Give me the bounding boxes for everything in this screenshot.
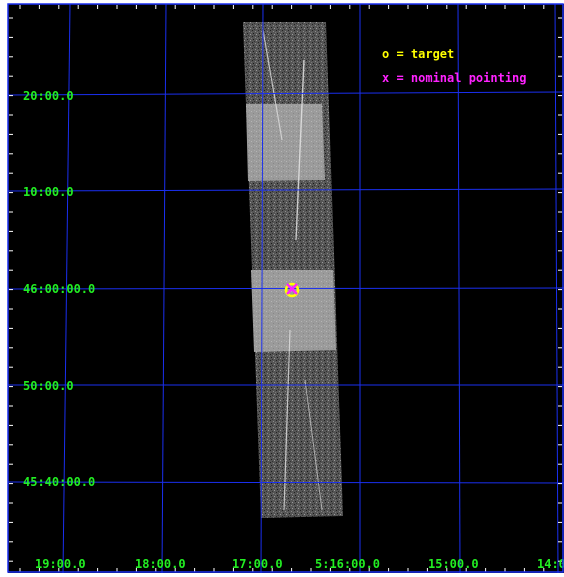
coordinate-grid [7,3,564,574]
ra-label: 19:00.0 [35,557,86,571]
pointing-marker [286,283,298,295]
grid-line-ra [260,3,264,574]
dec-axis-labels: 20:00.0 10:00.0 46:00:00.0 50:00.0 45:40… [23,89,95,489]
exposure-strip [243,22,343,518]
grid-line-dec [7,481,564,484]
dec-label: 20:00.0 [23,89,74,103]
ra-label: 14:0 [537,557,564,571]
dec-label: 45:40:00.0 [23,475,95,489]
grid-line-ra [554,3,559,574]
dec-label: 10:00.0 [23,185,74,199]
legend-target: o = target [382,47,454,61]
ra-axis-labels: 19:00.0 18:00.0 17:00.0 5:16:00.0 15:00.… [35,557,564,571]
image-border [7,3,564,573]
ra-label: 17:00.0 [232,557,283,571]
target-circle-icon [284,282,300,298]
ra-label: 15:00.0 [428,557,479,571]
target-marker [284,282,300,298]
legend-pointing: x = nominal pointing [382,71,527,85]
ra-label: 18:00.0 [135,557,186,571]
grid-line-ra [62,3,71,574]
legend: o = target x = nominal pointing [382,47,527,85]
ra-label: 5:16:00.0 [315,557,380,571]
grid-line-ra [161,3,167,574]
grid-line-dec [7,91,564,96]
grid-line-ra [457,3,461,574]
dec-label: 46:00:00.0 [23,282,95,296]
grid-line-dec [7,188,564,192]
dec-label: 50:00.0 [23,379,74,393]
